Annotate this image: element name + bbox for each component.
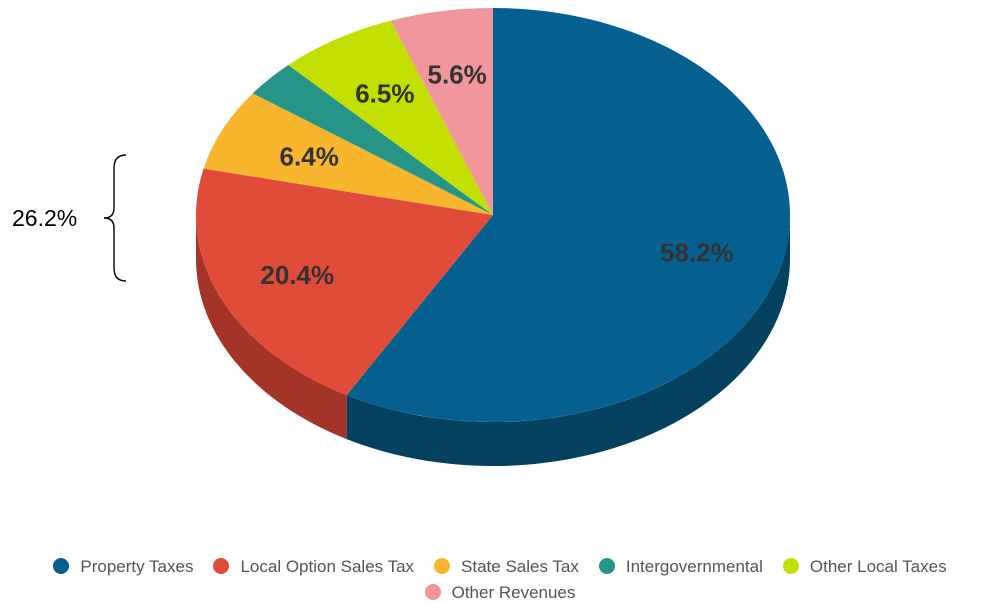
pie-slice-other-revenues bbox=[390, 8, 493, 215]
pie-slice-intergovernmental bbox=[252, 64, 493, 216]
legend-label: Other Revenues bbox=[451, 583, 576, 603]
data-label-other-revenues: 5.6% bbox=[427, 59, 486, 89]
legend-label: Intergovernmental bbox=[625, 557, 763, 577]
legend-marker-icon bbox=[782, 558, 799, 575]
brace-annotation: 26.2% bbox=[12, 154, 127, 282]
pie-sides bbox=[196, 215, 790, 467]
legend-label: Property Taxes bbox=[80, 557, 194, 577]
pie-slice-local-option-sales-tax bbox=[195, 168, 493, 396]
curly-brace-icon bbox=[103, 154, 127, 282]
legend-item-state-sales-tax[interactable]: State Sales Tax bbox=[434, 554, 579, 579]
legend-item-property-taxes[interactable]: Property Taxes bbox=[53, 554, 193, 579]
pie-chart: 58.2% 20.4% 6.4% 6.5% 5.6% 26.2% bbox=[12, 8, 790, 467]
pie-slice-other-local-taxes bbox=[288, 20, 493, 215]
pie-chart-svg: 58.2% 20.4% 6.4% 6.5% 5.6% 26.2% bbox=[12, 8, 790, 467]
chart-legend: Property Taxes Local Option Sales Tax Stat… bbox=[0, 553, 1000, 605]
legend-row: Property Taxes Local Option Sales Tax Stat… bbox=[0, 553, 1000, 579]
legend-marker-icon bbox=[53, 558, 70, 575]
legend-marker-icon bbox=[424, 584, 441, 601]
legend-item-local-option-sales-tax[interactable]: Local Option Sales Tax bbox=[213, 554, 414, 579]
legend-marker-icon bbox=[598, 558, 615, 575]
legend-row: Other Revenues bbox=[0, 579, 1000, 605]
pie-side-local-option-sales-tax bbox=[196, 215, 347, 440]
pie-slice-property-taxes bbox=[346, 8, 790, 422]
data-label-other-local-taxes: 6.5% bbox=[355, 79, 414, 109]
data-label-state-sales-tax: 6.4% bbox=[280, 142, 339, 172]
data-label-local-option-sales-tax: 20.4% bbox=[260, 260, 334, 290]
legend-item-other-local-taxes[interactable]: Other Local Taxes bbox=[782, 554, 947, 579]
data-label-property-taxes: 58.2% bbox=[660, 237, 734, 267]
pie-slices bbox=[195, 8, 790, 422]
legend-label: State Sales Tax bbox=[461, 557, 579, 577]
legend-marker-icon bbox=[434, 558, 451, 575]
pie-data-labels: 58.2% 20.4% 6.4% 6.5% 5.6% bbox=[260, 59, 733, 290]
pie-side-property-taxes bbox=[346, 215, 790, 467]
legend-item-other-revenues[interactable]: Other Revenues bbox=[424, 580, 576, 605]
legend-item-intergovernmental[interactable]: Intergovernmental bbox=[598, 554, 763, 579]
legend-label: Local Option Sales Tax bbox=[240, 557, 415, 577]
brace-annotation-label: 26.2% bbox=[12, 205, 77, 231]
legend-marker-icon bbox=[213, 558, 230, 575]
pie-slice-state-sales-tax bbox=[203, 93, 493, 215]
legend-label: Other Local Taxes bbox=[809, 557, 947, 577]
